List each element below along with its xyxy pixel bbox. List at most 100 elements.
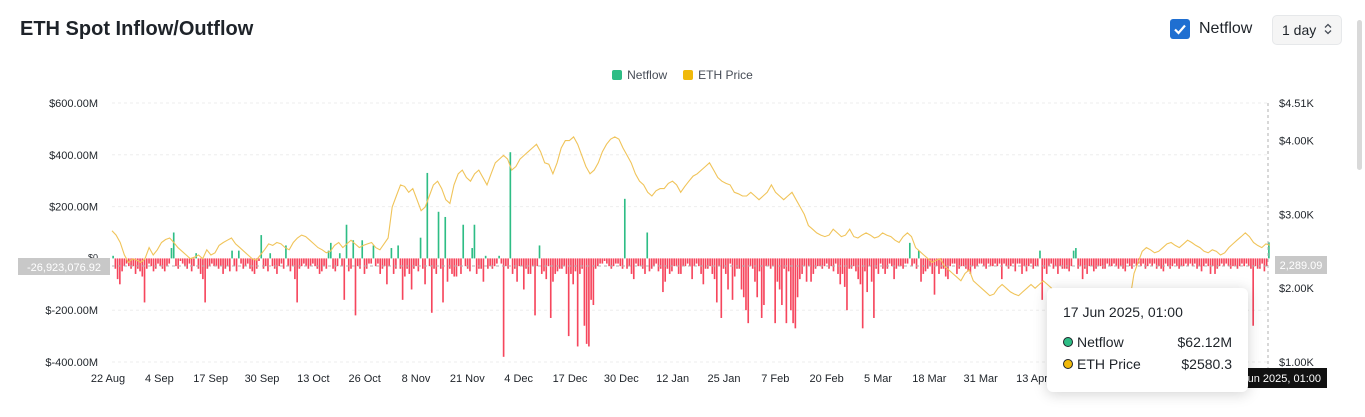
netflow-bar xyxy=(529,258,532,274)
netflow-bar xyxy=(489,258,491,267)
netflow-bar xyxy=(1070,258,1073,267)
netflow-bar xyxy=(323,258,325,267)
netflow-bar xyxy=(1023,258,1026,267)
netflow-bar xyxy=(900,258,902,267)
netflow-bar xyxy=(980,258,983,264)
netflow-bar xyxy=(1061,258,1064,269)
legend-item-netflow[interactable]: Netflow xyxy=(612,68,667,82)
netflow-bar xyxy=(843,258,846,287)
netflow-bar xyxy=(915,258,918,269)
netflow-bar xyxy=(1041,258,1044,300)
netflow-bar xyxy=(594,258,597,269)
tooltip-label-eth-price: ETH Price xyxy=(1077,356,1141,372)
netflow-bar xyxy=(1245,258,1248,264)
x-tick-label: 13 Oct xyxy=(297,373,329,385)
netflow-bar xyxy=(1081,258,1084,280)
netflow-bar xyxy=(303,258,305,264)
netflow-bar xyxy=(392,258,395,274)
netflow-bar xyxy=(552,258,554,282)
netflow-bar xyxy=(572,258,575,285)
netflow-bar xyxy=(893,258,895,280)
netflow-bar xyxy=(321,258,323,272)
netflow-bar xyxy=(1079,258,1082,267)
netflow-bar xyxy=(684,258,687,267)
netflow-bar xyxy=(713,258,716,280)
netflow-bar xyxy=(1160,258,1162,269)
netflow-bar xyxy=(906,258,909,264)
netflow-bar xyxy=(439,258,442,269)
netflow-bar xyxy=(446,258,449,282)
netflow-bar xyxy=(1158,258,1160,267)
netflow-bar xyxy=(193,258,195,267)
netflow-bar xyxy=(325,258,328,269)
netflow-bar xyxy=(457,258,460,267)
crosshair-x-value: 17 Jun 2025, 01:00 xyxy=(1227,373,1321,385)
y-right-tick-label: $4.00K xyxy=(1279,136,1315,148)
netflow-bar xyxy=(738,258,741,269)
x-tick-label: 17 Sep xyxy=(193,373,228,385)
netflow-bar xyxy=(1250,258,1252,269)
netflow-bar xyxy=(908,242,911,259)
netflow-bar xyxy=(112,255,114,259)
netflow-bar xyxy=(689,258,691,267)
netflow-bar xyxy=(377,258,379,264)
time-range-select[interactable]: 1 day xyxy=(1272,15,1342,45)
netflow-bar xyxy=(1016,258,1019,264)
netflow-bar xyxy=(1189,258,1192,264)
netflow-bar xyxy=(722,258,725,269)
netflow-bar xyxy=(154,258,157,269)
x-tick-label: 30 Sep xyxy=(245,373,280,385)
netflow-bar xyxy=(471,248,474,259)
y-left-tick-label: $600.00M xyxy=(49,98,98,110)
netflow-bar xyxy=(258,258,260,261)
netflow-bar xyxy=(406,258,408,269)
netflow-bar xyxy=(289,258,292,272)
netflow-bar xyxy=(1200,258,1203,272)
netflow-bar xyxy=(525,258,527,269)
netflow-bar xyxy=(188,258,191,264)
netflow-bar xyxy=(931,258,934,274)
netflow-bar xyxy=(273,258,276,269)
netflow-bar xyxy=(1153,258,1156,264)
netflow-bar xyxy=(1090,258,1093,267)
netflow-bar xyxy=(727,258,729,290)
x-tick-label: 4 Sep xyxy=(145,373,174,385)
netflow-bar xyxy=(1167,258,1169,267)
netflow-bar xyxy=(500,258,503,264)
netflow-bar xyxy=(350,258,352,269)
netflow-bar xyxy=(1196,258,1198,269)
legend-item-eth-price[interactable]: ETH Price xyxy=(683,68,753,82)
netflow-bar xyxy=(783,258,785,269)
netflow-bar xyxy=(583,258,586,326)
netflow-bar xyxy=(749,258,752,267)
check-icon[interactable] xyxy=(1170,19,1190,39)
netflow-bar xyxy=(852,258,855,267)
netflow-bar xyxy=(561,258,563,269)
netflow-bar xyxy=(343,258,346,300)
netflow-bar xyxy=(341,258,343,267)
tooltip-value-eth-price: $2580.3 xyxy=(1181,356,1232,372)
netflow-bar xyxy=(1236,258,1239,269)
netflow-bar xyxy=(1054,258,1057,267)
netflow-bar xyxy=(1088,258,1091,267)
netflow-bar xyxy=(410,258,413,290)
netflow-bar xyxy=(953,258,956,264)
netflow-bar xyxy=(383,258,386,267)
netflow-bar xyxy=(1106,258,1109,264)
netflow-bar xyxy=(143,258,146,303)
netflow-bar xyxy=(1059,258,1061,267)
netflow-bar xyxy=(294,258,296,280)
netflow-toggle-label: Netflow xyxy=(1199,20,1253,37)
netflow-bar xyxy=(1007,258,1010,269)
netflow-bar xyxy=(545,258,548,280)
netflow-bar xyxy=(830,258,833,267)
netflow-bar xyxy=(1211,258,1214,267)
netflow-bar xyxy=(1247,258,1250,267)
netflow-bar xyxy=(197,258,200,269)
netflow-bar xyxy=(704,258,707,269)
netflow-bar xyxy=(260,235,263,259)
netflow-bar xyxy=(819,258,821,267)
netflow-toggle[interactable]: Netflow xyxy=(1170,19,1252,39)
page-scrollbar[interactable] xyxy=(1357,20,1362,170)
